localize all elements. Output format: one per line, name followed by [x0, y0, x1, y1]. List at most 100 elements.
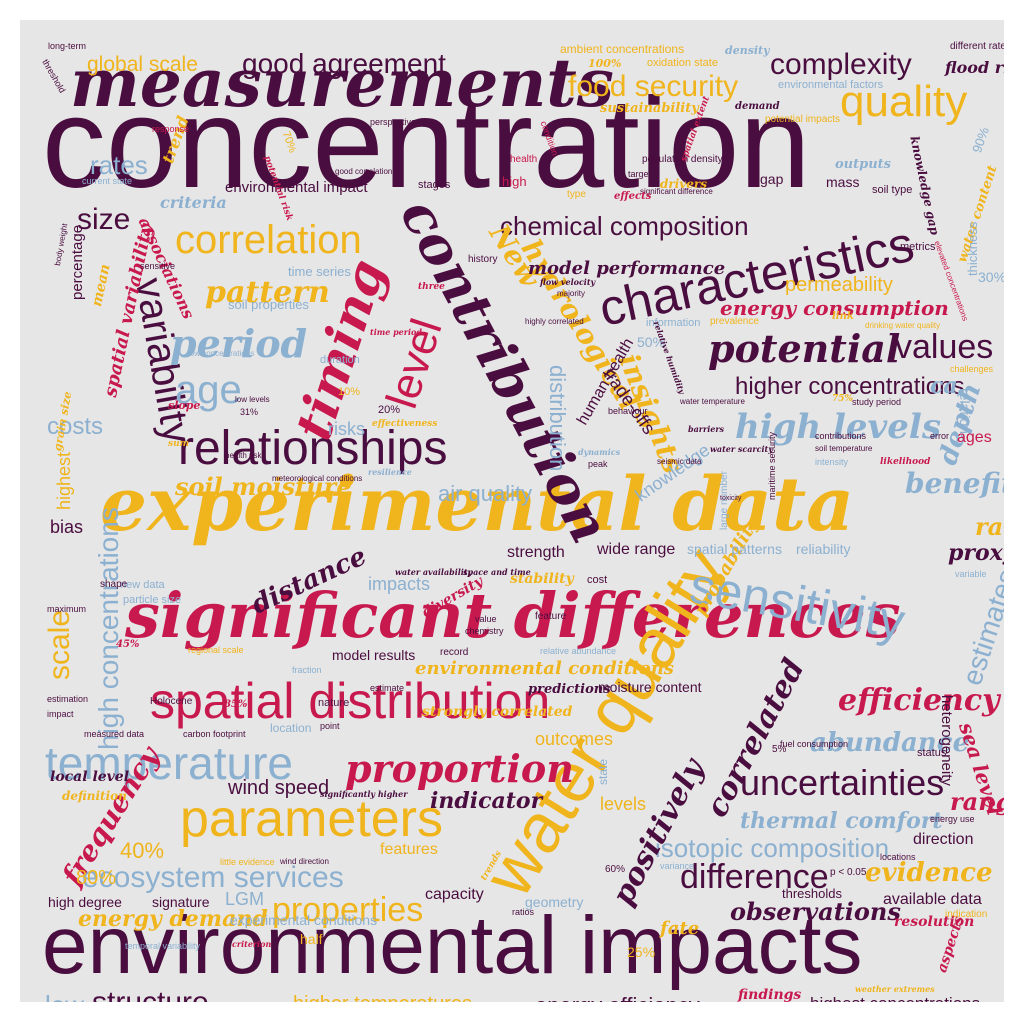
word-health-risks: health risks [225, 451, 266, 460]
word-stability: stability [510, 571, 574, 587]
word-predictions: predictions [528, 682, 611, 697]
word-bias: bias [50, 517, 84, 537]
word-energy-efficiency: energy efficiency [535, 995, 700, 1003]
word-age: age [175, 368, 242, 412]
word-isotopic-composition: isotopic composition [655, 833, 890, 863]
word-effectiveness: effectiveness [372, 419, 438, 429]
word-model-performance: model performance [528, 258, 726, 279]
word-temporal-variability: temporal variability [125, 941, 201, 951]
word-state: state [596, 758, 610, 785]
word-good-agreement: good agreement [242, 48, 446, 79]
word-indication: indication [945, 909, 988, 920]
word-local-level: local level [50, 769, 130, 785]
word-mass: mass [826, 174, 860, 190]
word-wide-range: wide range [597, 541, 676, 558]
word-complexity: complexity [770, 48, 912, 81]
word-ca: ca. [930, 373, 966, 399]
word-good-correlation: good correlation [335, 167, 393, 176]
word-point: point [320, 721, 340, 731]
word-p-0-05: p < 0.05 [830, 867, 867, 878]
word-drinking-water-quality: drinking water quality [865, 321, 941, 330]
word-peak: peak [588, 459, 608, 469]
word-history: history [468, 254, 498, 265]
word-thermal-comfort: thermal comfort [740, 808, 943, 834]
word-soil-properties: soil properties [228, 297, 309, 312]
word-majority: majority [557, 289, 586, 298]
word-water-scarcity: water scarcity [710, 444, 773, 454]
word-measured-data: measured data [84, 729, 145, 739]
word-thickness: thickness [965, 221, 980, 276]
word-criteria: criteria [160, 193, 227, 212]
word-strongly-correlated: strongly correlated [422, 704, 573, 720]
word-90: 90% [969, 125, 993, 155]
word-high-degree: high degree [48, 894, 122, 910]
word-relative-humidity: relative humidity [651, 319, 688, 396]
word-challenges: challenges [950, 364, 994, 374]
word-quality: quality [840, 77, 968, 126]
word-benefits: benefits [905, 467, 1004, 500]
word-20: 20% [378, 404, 401, 416]
word-low-concentrations: low concentrations [188, 349, 255, 358]
word-oxidation-state: oxidation state [647, 57, 718, 69]
word-prevalence: prevalence [710, 316, 759, 327]
word-particle-size: particle size [123, 594, 182, 606]
word-effects: effects [614, 191, 652, 202]
word-reliability: reliability [796, 541, 851, 557]
word-highest-concentrations: highest concentrations [810, 995, 980, 1002]
word-current-state: current state [82, 176, 133, 186]
word-location: location [270, 721, 312, 735]
word-knowledge-gap: knowledge gap [907, 134, 942, 237]
word-chemical-composition: chemical composition [500, 211, 749, 241]
word-environmental-impact: environmental impact [225, 179, 368, 196]
word-regional-scale: regional scale [188, 645, 244, 655]
word-metrics: metrics [900, 241, 936, 253]
word-wind-direction: wind direction [280, 857, 329, 866]
word-lgm: LGM [225, 889, 265, 909]
word-time-period: time period [370, 327, 422, 337]
word-half: half [300, 931, 323, 947]
word-air-quality: air quality [438, 481, 533, 506]
word-new-data: new data [120, 579, 165, 591]
word-geometry: geometry [525, 894, 584, 910]
word-mean: mean [89, 262, 114, 309]
word-link: link [832, 311, 854, 322]
word-highly-correlated: highly correlated [525, 317, 584, 326]
word-high: high [502, 174, 527, 189]
word-significant-difference: significant difference [640, 187, 713, 196]
word-estimate: estimate [370, 683, 405, 693]
word-energy-demand: energy demand [78, 906, 268, 932]
word-high-levels: high levels [735, 407, 941, 447]
word-estimates: estimates [956, 565, 1004, 689]
word-shape: shape [100, 579, 128, 590]
word-10: 10% [338, 386, 361, 398]
word-nature: nature [318, 697, 350, 709]
word-record: record [440, 647, 469, 658]
word-demand: demand [735, 101, 780, 112]
word-proxy: proxy [948, 540, 1004, 566]
word-resolution: resolution [894, 914, 975, 930]
word-potential: potential [708, 326, 901, 371]
word-outcomes: outcomes [535, 729, 614, 749]
word-error: error [930, 431, 950, 441]
word-direction: direction [913, 831, 974, 848]
word-definition: definition [62, 789, 127, 803]
word-31: 31% [240, 407, 259, 417]
word-type: type [567, 189, 586, 200]
word-body-weight: body weight [53, 222, 70, 267]
word-toxicity: toxicity [720, 495, 742, 502]
word-variable: variable [955, 569, 987, 579]
word-80: 80% [76, 867, 117, 889]
word-resilience: resilience [368, 467, 412, 477]
word-significant-differences: significant differences [125, 579, 901, 652]
word-significantly-higher: significantly higher [320, 789, 408, 799]
word-soil-moisture: soil moisture [175, 472, 352, 501]
word-fate: fate [660, 918, 700, 939]
word-abundance: abundance [810, 728, 970, 758]
word-fraction: fraction [292, 665, 322, 675]
word-meteorological-conditions: meteorological conditions [272, 474, 363, 483]
word-drivers: drivers [660, 177, 707, 191]
word-time-series: time series [288, 264, 351, 279]
word-intensity: intensity [815, 457, 849, 467]
word-ecosystem-services: ecosystem services [82, 861, 344, 894]
word-relative-abundance: relative abundance [540, 646, 617, 656]
